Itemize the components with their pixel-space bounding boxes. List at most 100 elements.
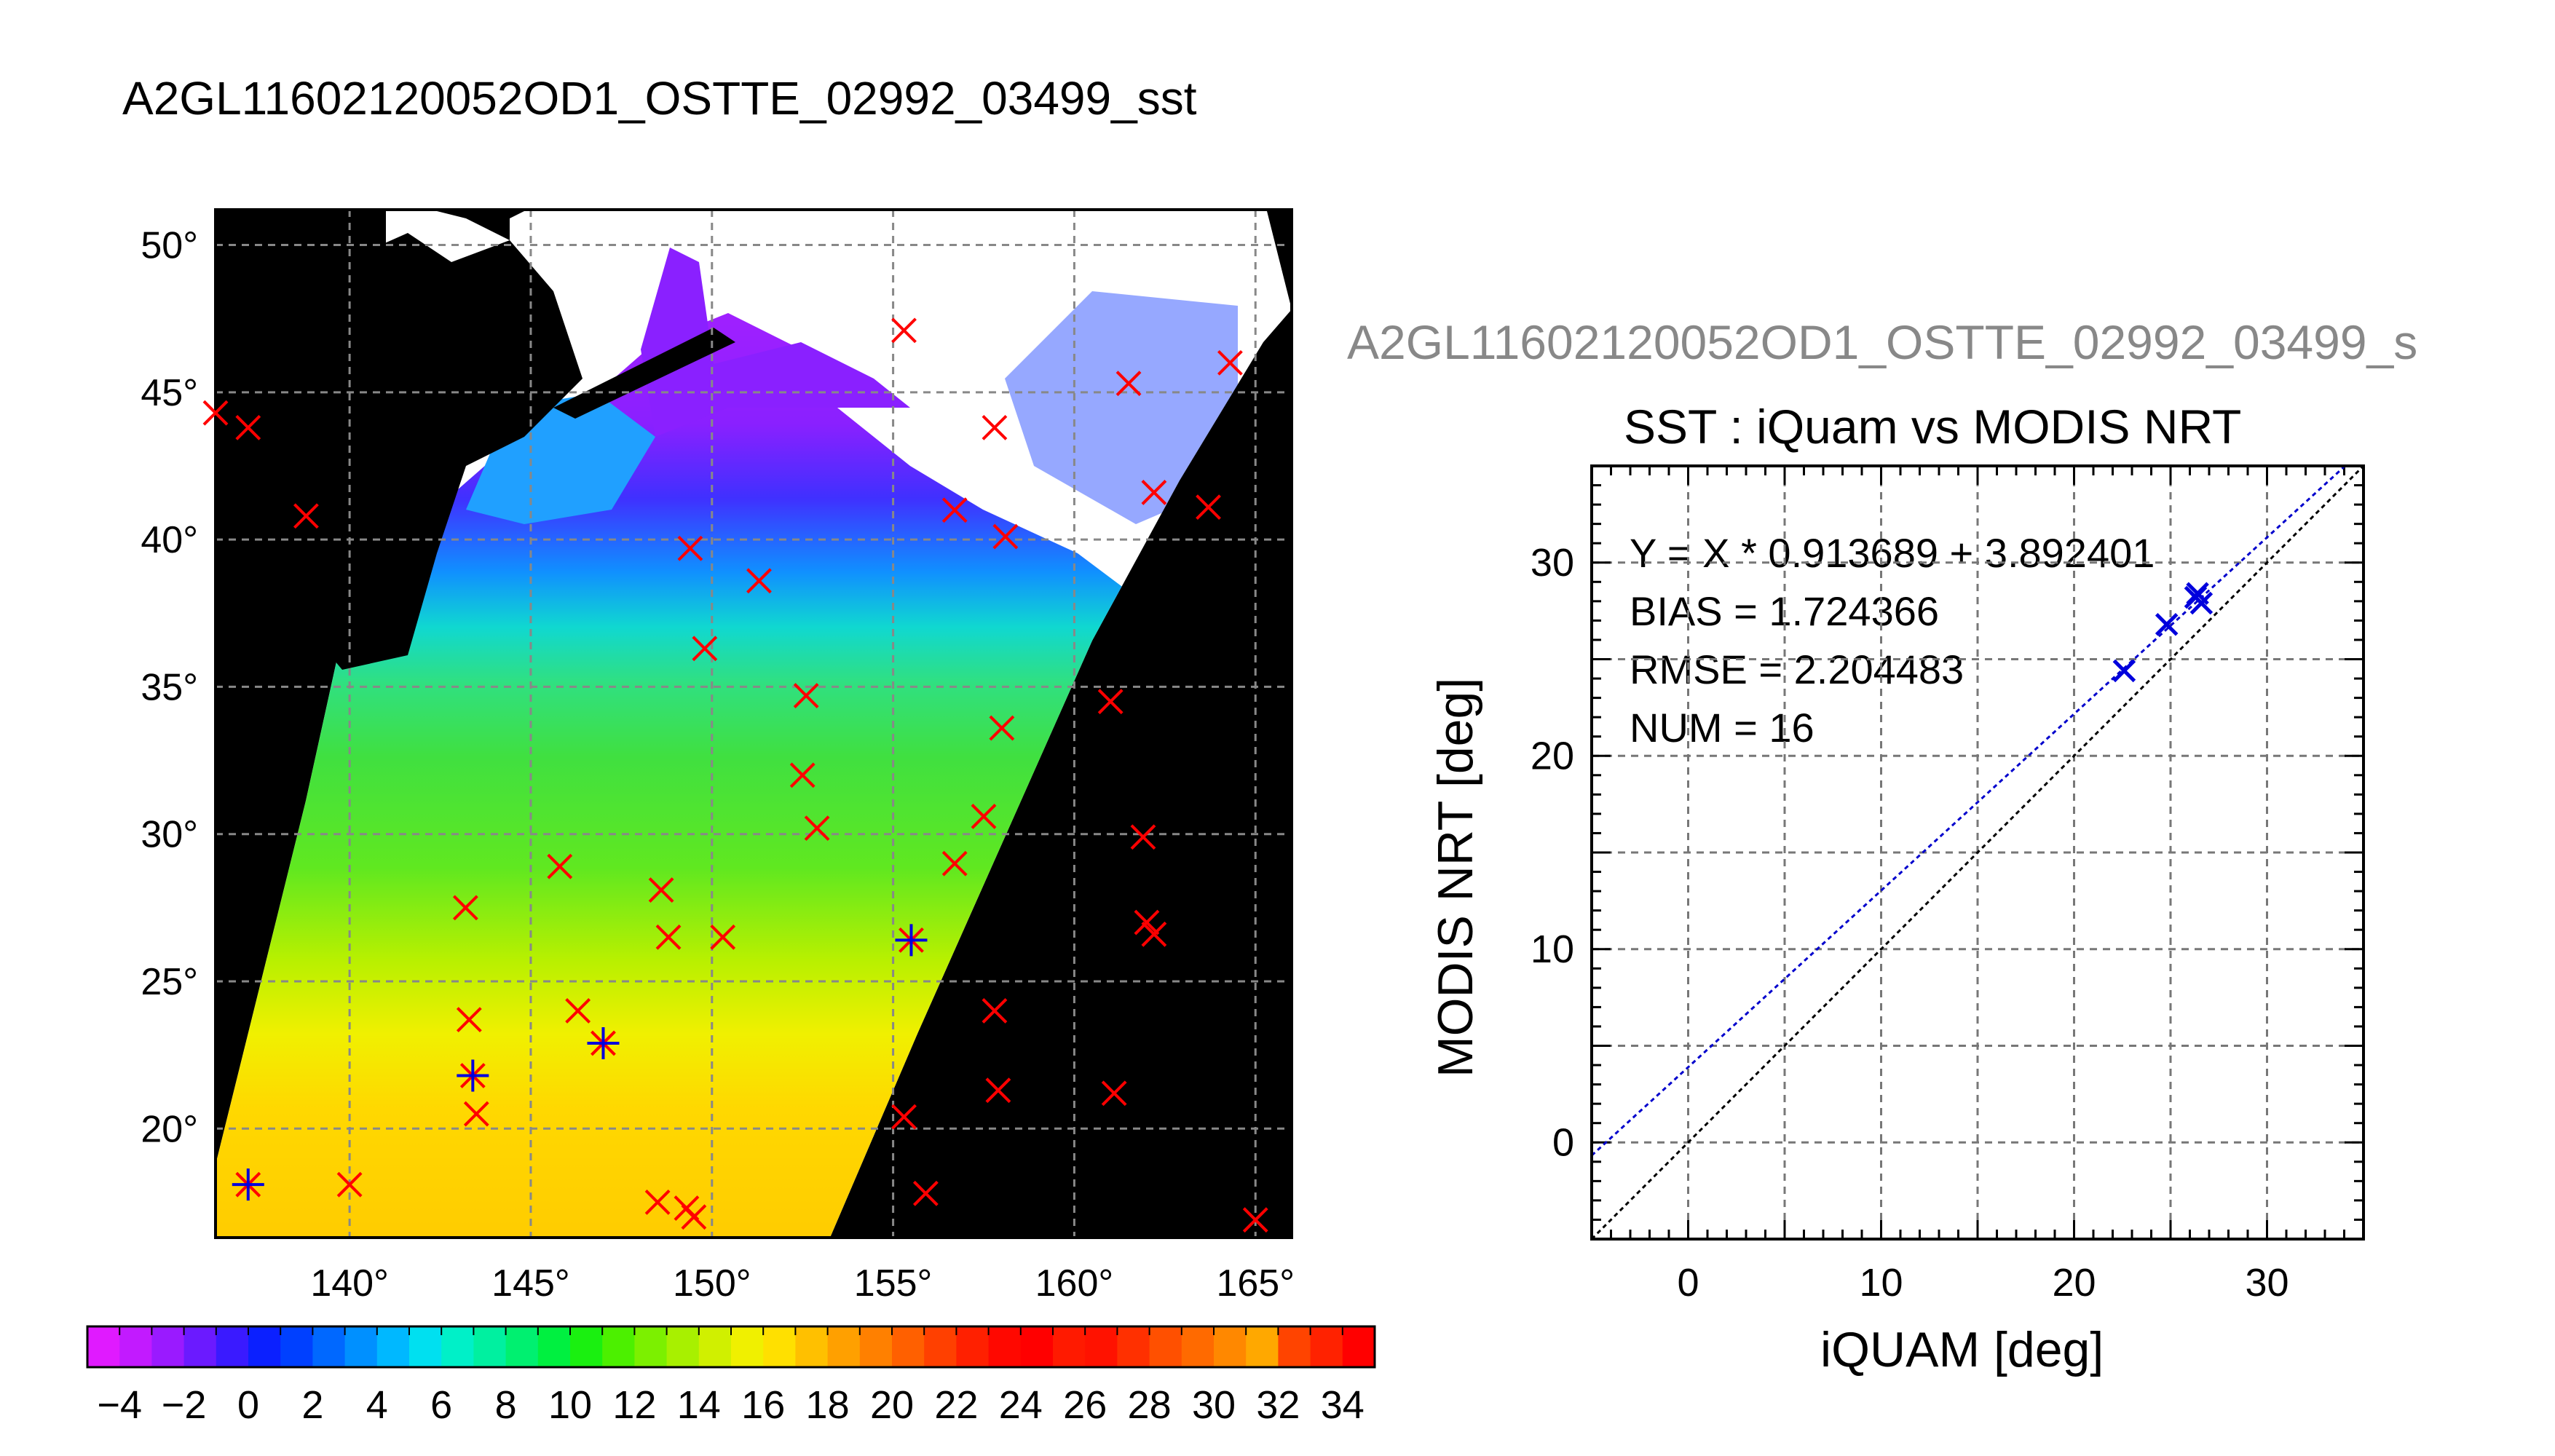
colorbar-swatch bbox=[1278, 1326, 1311, 1367]
stats-count: NUM = 16 bbox=[1630, 705, 1814, 751]
insitu-marker bbox=[1141, 921, 1167, 947]
colorbar-swatch bbox=[1117, 1326, 1150, 1367]
scatter-title: SST : iQuam vs MODIS NRT bbox=[1624, 400, 2242, 454]
colorbar-swatch bbox=[827, 1326, 861, 1367]
colorbar-frame bbox=[86, 1325, 1376, 1369]
insitu-marker bbox=[648, 877, 674, 903]
insitu-marker bbox=[1134, 909, 1160, 935]
map-lon-tick-label: 145° bbox=[491, 1262, 570, 1305]
colorbar-swatch bbox=[1053, 1326, 1086, 1367]
colorbar-label: 4 bbox=[366, 1383, 388, 1427]
colorbar-label: −4 bbox=[97, 1383, 142, 1427]
colorbar-swatch bbox=[344, 1326, 378, 1367]
map-lon-tick-label: 160° bbox=[1035, 1262, 1114, 1305]
colorbar-swatch bbox=[312, 1326, 346, 1367]
map-lat-tick-label: 20° bbox=[141, 1108, 198, 1150]
colorbar-swatch bbox=[216, 1326, 249, 1367]
scatter-point bbox=[2189, 591, 2214, 615]
colorbar-swatch bbox=[473, 1326, 507, 1367]
insitu-marker bbox=[655, 924, 682, 950]
map-lon-tick-label: 140° bbox=[310, 1262, 389, 1305]
scatter-point bbox=[2155, 612, 2179, 636]
colorbar-swatch bbox=[924, 1326, 957, 1367]
insitu-marker bbox=[463, 1101, 489, 1127]
colorbar-swatch bbox=[1020, 1326, 1054, 1367]
page-title: A2GL11602120052OD1_OSTTE_02992_03499_sst bbox=[122, 72, 1197, 124]
scatter-x-tick-label: 10 bbox=[1859, 1261, 1903, 1305]
map-lon-tick-label: 155° bbox=[854, 1262, 933, 1305]
colorbar-label: 14 bbox=[677, 1383, 721, 1427]
colorbar-swatch bbox=[698, 1326, 732, 1367]
colorbar-label: 28 bbox=[1128, 1383, 1172, 1427]
colorbar-swatch bbox=[119, 1326, 152, 1367]
colorbar-swatch bbox=[87, 1326, 120, 1367]
map-lat-tick-label: 35° bbox=[141, 666, 198, 708]
colorbar-swatch bbox=[570, 1326, 603, 1367]
colorbar-swatch bbox=[280, 1326, 313, 1367]
colorbar-swatch bbox=[1181, 1326, 1215, 1367]
colorbar-swatch bbox=[376, 1326, 410, 1367]
sst-field bbox=[216, 248, 1238, 1238]
colorbar-swatch bbox=[602, 1326, 635, 1367]
colorbar-label: 10 bbox=[548, 1383, 592, 1427]
insitu-marker bbox=[1101, 1080, 1127, 1107]
insitu-marker bbox=[891, 1104, 917, 1130]
insitu-marker bbox=[336, 1171, 363, 1198]
scatter-x-tick-label: 0 bbox=[1677, 1261, 1699, 1305]
insitu-marker bbox=[235, 414, 261, 440]
colorbar-swatch bbox=[505, 1326, 539, 1367]
insitu-marker bbox=[644, 1190, 671, 1215]
map-lat-tick-label: 45° bbox=[141, 372, 198, 414]
colorbar-label: 30 bbox=[1192, 1383, 1236, 1427]
insitu-marker bbox=[456, 1007, 482, 1033]
colorbar-label: 24 bbox=[999, 1383, 1043, 1427]
colorbar-swatch bbox=[1246, 1326, 1279, 1367]
colorbar-swatch bbox=[763, 1326, 796, 1367]
scatter-x-axis-label: iQUAM [deg] bbox=[1820, 1322, 2104, 1377]
colorbar-label: 12 bbox=[612, 1383, 656, 1427]
colorbar-label: 16 bbox=[741, 1383, 785, 1427]
scatter-plot: 0 10 20 30 0 10 20 30 bbox=[1531, 464, 2365, 1305]
map-lat-tick-label: 25° bbox=[141, 961, 198, 1003]
colorbar-swatch bbox=[151, 1326, 185, 1367]
insitu-marker bbox=[789, 762, 816, 788]
scatter-subtitle: A2GL11602120052OD1_OSTTE_02992_03499_s bbox=[1347, 315, 2418, 369]
insitu-marker bbox=[692, 636, 718, 662]
colorbar-swatch bbox=[1310, 1326, 1343, 1367]
colorbar-label: 20 bbox=[870, 1383, 914, 1427]
insitu-marker bbox=[1196, 494, 1221, 521]
colorbar-swatch bbox=[409, 1326, 442, 1367]
map-lat-tick-label: 30° bbox=[141, 814, 198, 856]
map-grid: 140° 145° 150° 155° 160° 165° 20° 25° 30° 35° 40° 4… bbox=[141, 210, 1295, 1305]
stats-fit-equation: Y = X * 0.913689 + 3.892401 bbox=[1630, 530, 2155, 576]
insitu-marker bbox=[1242, 1207, 1268, 1233]
sst-field-area bbox=[216, 313, 1136, 1238]
insitu-marker bbox=[891, 317, 917, 344]
insitu-marker bbox=[992, 523, 1019, 550]
scatter-point bbox=[2112, 659, 2136, 683]
map-lat-tick-label: 40° bbox=[141, 519, 198, 561]
scatter-y-tick-label: 30 bbox=[1531, 541, 1574, 585]
insitu-marker bbox=[793, 683, 819, 708]
colorbar-swatch bbox=[956, 1326, 990, 1367]
scatter-y-tick-label: 0 bbox=[1552, 1120, 1574, 1164]
scatter-y-tick-label: 20 bbox=[1531, 734, 1574, 778]
sst-offshore-patch bbox=[1005, 291, 1238, 524]
insitu-marker bbox=[804, 815, 830, 842]
land-japan bbox=[216, 233, 583, 670]
colorbar-swatch bbox=[183, 1326, 217, 1367]
insitu-marker bbox=[547, 853, 573, 879]
colorbar-swatch bbox=[1085, 1326, 1118, 1367]
colorbar-label: 22 bbox=[934, 1383, 978, 1427]
insitu-marker bbox=[452, 895, 478, 921]
insitu-marker bbox=[982, 998, 1008, 1024]
colorbar-swatch bbox=[248, 1326, 281, 1367]
scatter-frame bbox=[1590, 464, 2365, 1241]
fit-line bbox=[1590, 464, 2346, 1157]
map-lon-tick-label: 150° bbox=[673, 1262, 751, 1305]
insitu-marker bbox=[1141, 479, 1167, 505]
insitu-marker bbox=[1097, 689, 1124, 715]
colorbar-swatch bbox=[537, 1326, 571, 1367]
colorbar-label: 32 bbox=[1256, 1383, 1300, 1427]
